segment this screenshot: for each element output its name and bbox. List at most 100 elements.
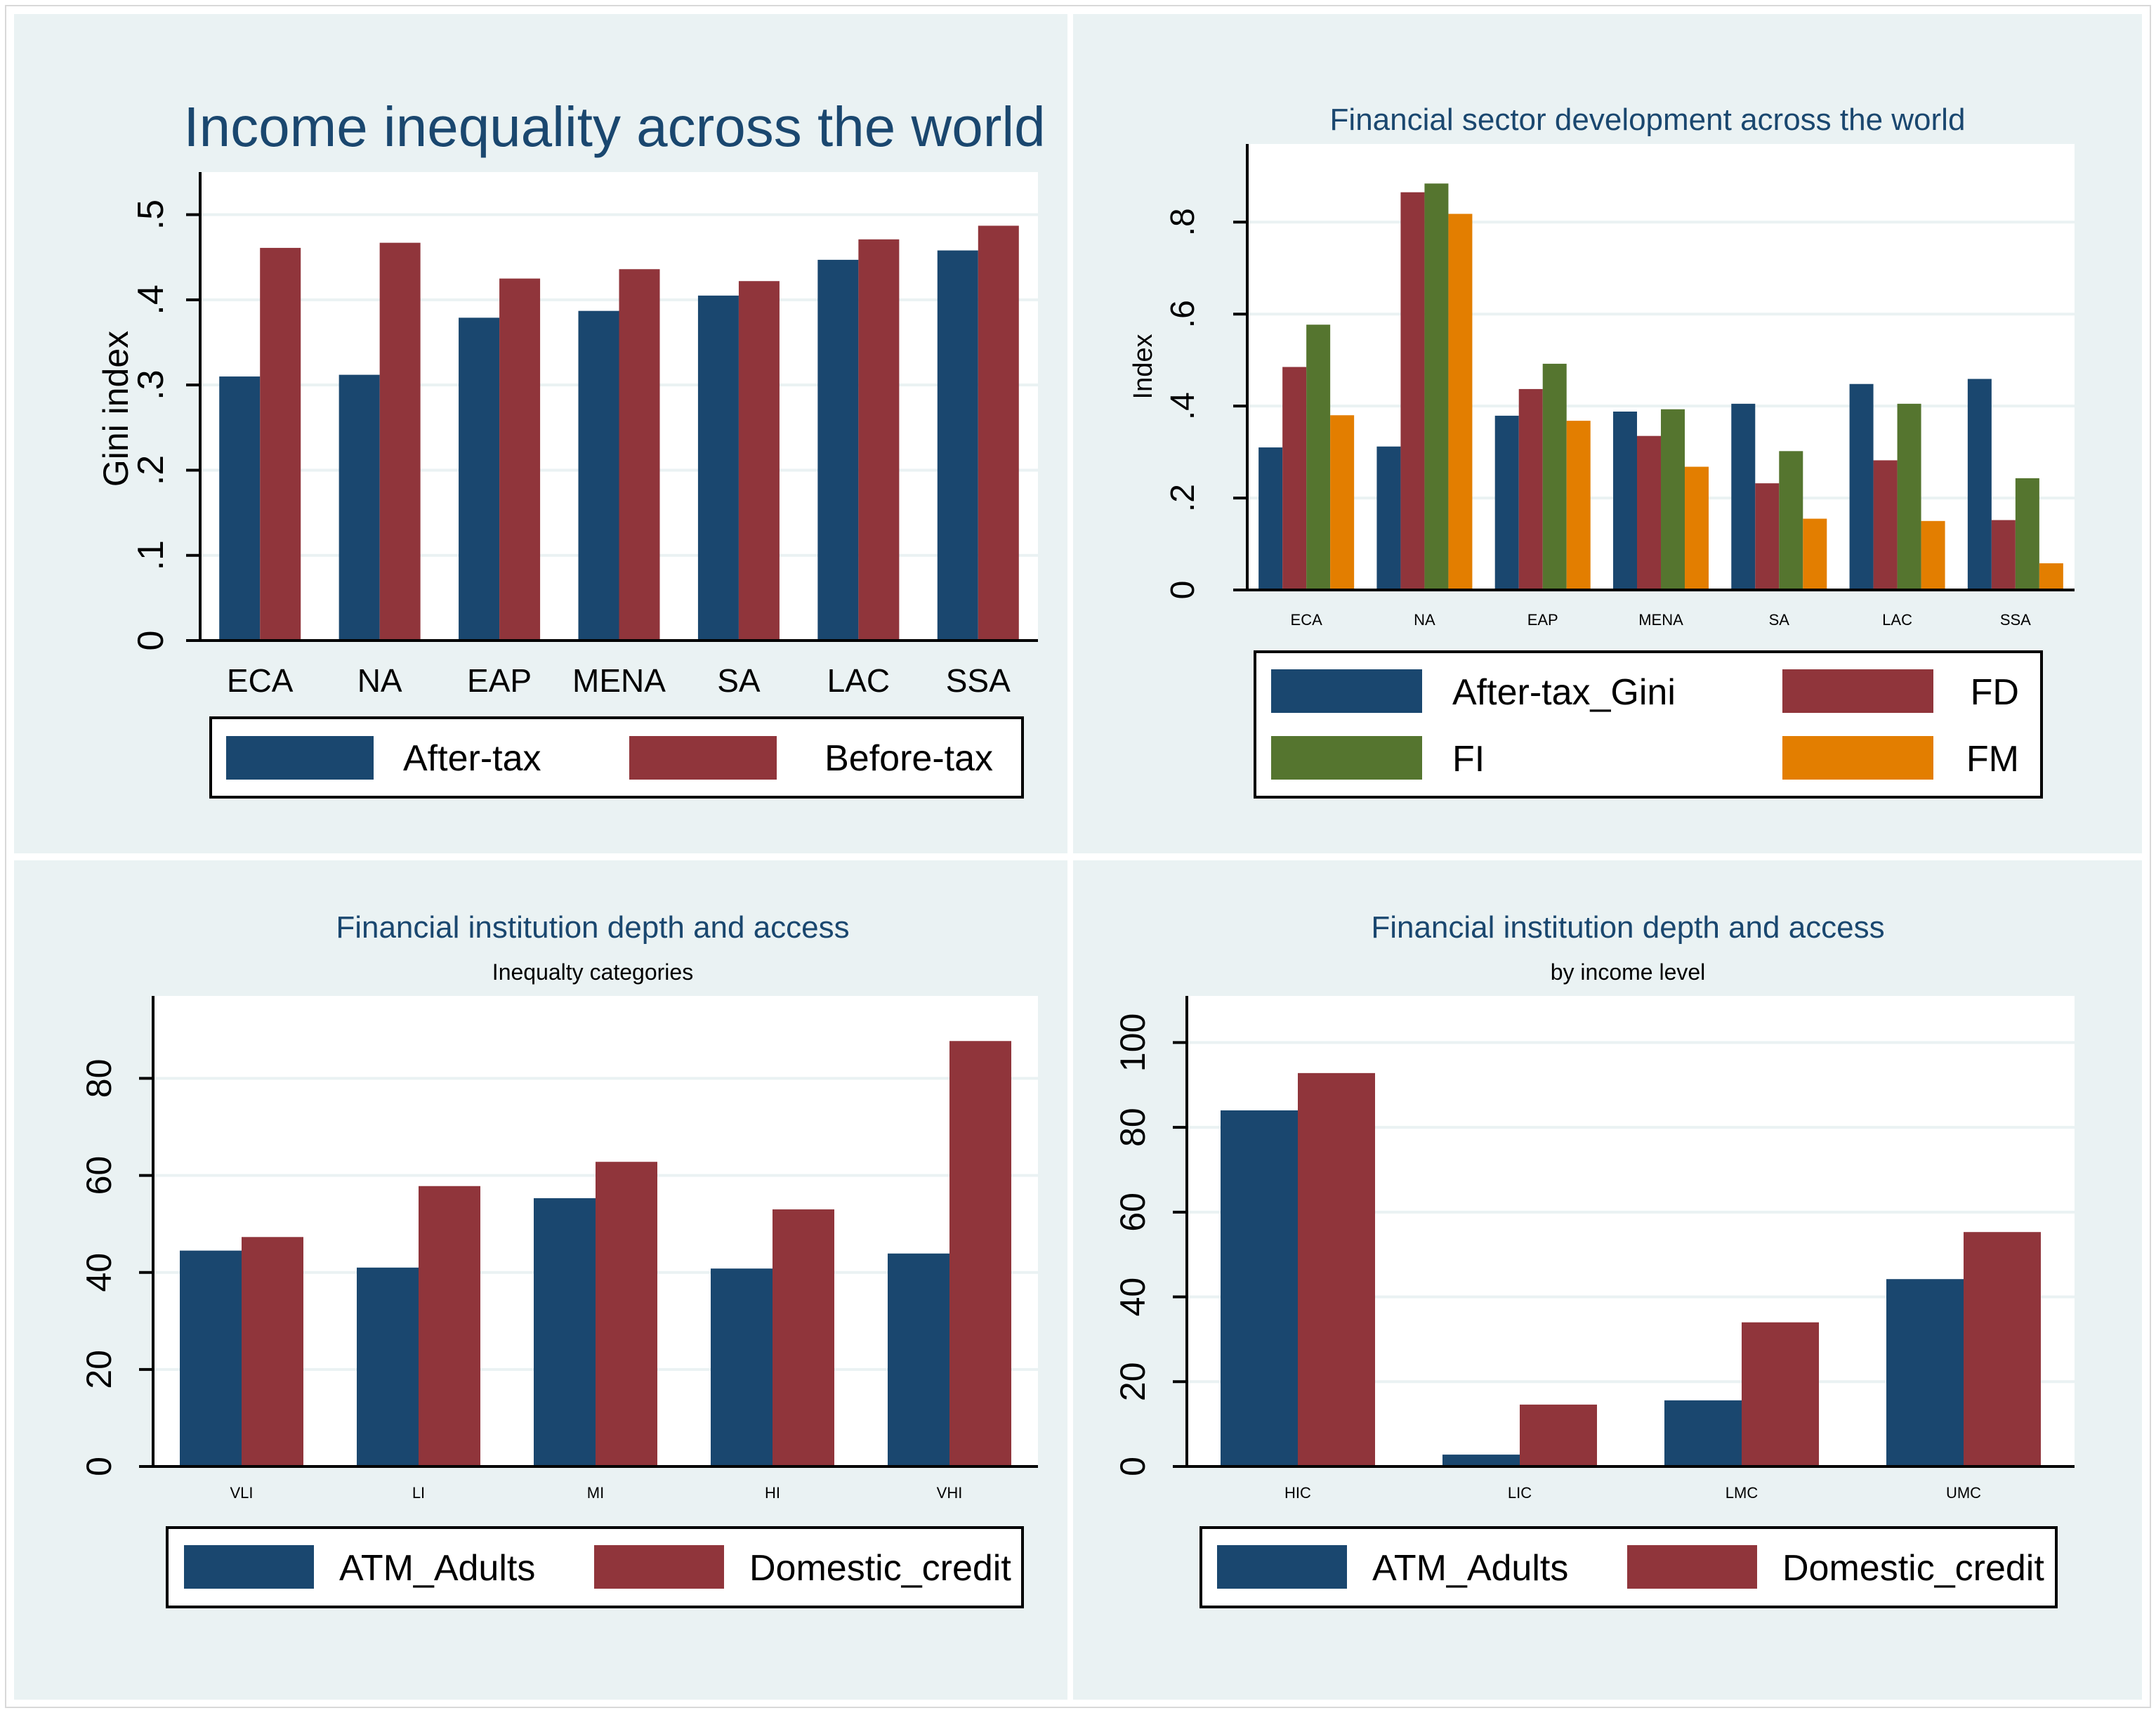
x-tick-label: MI — [587, 1484, 604, 1502]
legend-label-domestic-credit: Domestic_credit — [749, 1548, 1011, 1589]
legend-label-domestic-credit: Domestic_credit — [1782, 1548, 2044, 1589]
y-tick-label: 80 — [1113, 1108, 1152, 1147]
bar-after-tax-gini-ssa — [1967, 379, 1992, 590]
y-tick-label: .5 — [131, 199, 171, 230]
bar-fi-eca — [1306, 324, 1331, 590]
y-tick-label: .8 — [1164, 208, 1202, 236]
bar-fd-na — [1400, 192, 1425, 590]
y-tick-label: .2 — [131, 455, 171, 485]
x-tick-label: SSA — [2000, 611, 2031, 629]
y-tick-label: 0 — [1164, 581, 1202, 600]
bar-fi-eap — [1542, 363, 1567, 590]
plot-area: ECA NA EAP MENA SA LAC SSA 0 .1 .2 .3 .4 .5 — [131, 172, 1038, 699]
chart-title: Financial sector development across the … — [1330, 103, 1966, 137]
bar-atm-adults-lic — [1442, 1455, 1520, 1466]
legend-swatch-after-tax-gini — [1271, 669, 1422, 713]
bar-before-tax-eap — [499, 278, 541, 641]
plot-area: HIC LIC LMC UMC 0 20 40 60 80 100 — [1113, 996, 2075, 1502]
legend-label-fi: FI — [1452, 739, 1485, 780]
y-tick-label: 20 — [79, 1350, 119, 1389]
bar-domestic-credit-lic — [1520, 1404, 1597, 1466]
y-tick-label: .3 — [131, 369, 171, 400]
chart-subtitle: by income level — [1551, 959, 1706, 985]
panel-income-inequality: Income inequality across the world Gini … — [14, 14, 1067, 853]
bar-after-tax-gini-mena — [1613, 412, 1637, 590]
bar-after-tax-gini-na — [1376, 446, 1401, 590]
legend-swatch-fm — [1782, 736, 1933, 780]
x-tick-label: VHI — [937, 1484, 963, 1502]
legend: ATM_Adults Domestic_credit — [1199, 1526, 2058, 1608]
bar-fd-ssa — [1991, 520, 2016, 590]
bar-after-tax-na — [338, 374, 380, 641]
panel-depth-access-income: Financial institution depth and access b… — [1073, 860, 2142, 1700]
y-tick-label: 60 — [1113, 1193, 1152, 1232]
bar-fi-lac — [1897, 403, 1921, 590]
x-tick-label: LIC — [1508, 1484, 1532, 1502]
bar-fi-sa — [1779, 451, 1803, 590]
x-tick-label: ECA — [227, 662, 294, 699]
plot-area: VLI LI MI HI VHI 0 20 40 60 80 — [79, 996, 1038, 1502]
legend-swatch-atm-adults — [1217, 1545, 1347, 1589]
bar-before-tax-sa — [738, 281, 780, 641]
y-tick-label: .6 — [1164, 300, 1202, 328]
x-tick-label: LAC — [827, 662, 890, 699]
bar-atm-adults-mi — [534, 1198, 596, 1466]
bar-atm-adults-hic — [1221, 1110, 1298, 1466]
bar-after-tax-eca — [219, 376, 261, 641]
legend-label-atm-adults: ATM_Adults — [339, 1548, 535, 1589]
x-tick-label: SA — [717, 662, 761, 699]
bar-fd-eca — [1282, 367, 1307, 590]
bar-before-tax-lac — [858, 239, 900, 641]
bar-fm-mena — [1685, 466, 1709, 590]
chart-title: Income inequality across the world — [183, 96, 1045, 158]
y-tick-label: 0 — [1113, 1457, 1152, 1476]
bar-fi-ssa — [2015, 478, 2039, 590]
bar-fm-lac — [1921, 520, 1945, 590]
x-tick-label: NA — [357, 662, 402, 699]
bar-fd-eap — [1518, 388, 1543, 590]
y-tick-label: 0 — [131, 631, 171, 651]
bar-fd-sa — [1755, 483, 1780, 590]
x-tick-label: HI — [765, 1484, 780, 1502]
y-tick-label: 40 — [79, 1253, 119, 1292]
legend-swatch-atm-adults — [184, 1545, 314, 1589]
legend: After-tax Before-tax — [209, 716, 1024, 799]
legend-swatch-fi — [1271, 736, 1422, 780]
bar-fd-mena — [1637, 435, 1661, 590]
x-tick-label: LI — [412, 1484, 425, 1502]
bar-fm-na — [1448, 214, 1473, 591]
y-tick-label: 20 — [1113, 1362, 1152, 1401]
x-tick-label: NA — [1414, 611, 1435, 629]
chart-title: Financial institution depth and access — [336, 910, 849, 945]
bar-domestic-credit-li — [419, 1186, 480, 1466]
bar-before-tax-mena — [619, 269, 660, 641]
y-tick-label: .2 — [1164, 484, 1202, 512]
legend: After-tax_Gini FD FI FM — [1254, 650, 2043, 799]
y-tick-label: .4 — [131, 284, 171, 315]
bar-after-tax-gini-lac — [1849, 383, 1874, 590]
bar-atm-adults-vli — [180, 1250, 242, 1466]
panel-depth-access-inequality: Financial institution depth and access I… — [14, 860, 1067, 1700]
legend-swatch-after-tax — [226, 736, 374, 780]
chart-title: Financial institution depth and access — [1371, 910, 1884, 945]
bar-atm-adults-li — [357, 1267, 419, 1466]
bar-after-tax-mena — [578, 310, 619, 641]
bar-after-tax-gini-eca — [1258, 447, 1283, 590]
bar-fm-ssa — [2039, 563, 2063, 590]
y-tick-label: 80 — [79, 1059, 119, 1098]
x-tick-label: VLI — [230, 1484, 253, 1502]
legend-label-fm: FM — [1966, 739, 2019, 780]
bar-after-tax-ssa — [937, 250, 978, 641]
bar-domestic-credit-vhi — [949, 1041, 1011, 1466]
legend-swatch-before-tax — [629, 736, 777, 780]
legend-label-after-tax-gini: After-tax_Gini — [1452, 672, 1676, 713]
bar-fm-eca — [1330, 415, 1355, 590]
y-tick-label: .1 — [131, 540, 171, 570]
x-tick-label: SA — [1769, 611, 1790, 629]
x-tick-label: LMC — [1726, 1484, 1759, 1502]
y-axis-label: Gini index — [96, 331, 136, 487]
chart-subtitle: Inequalty categories — [492, 959, 693, 985]
y-tick-label: .4 — [1164, 392, 1202, 420]
bar-atm-adults-hi — [711, 1268, 773, 1466]
